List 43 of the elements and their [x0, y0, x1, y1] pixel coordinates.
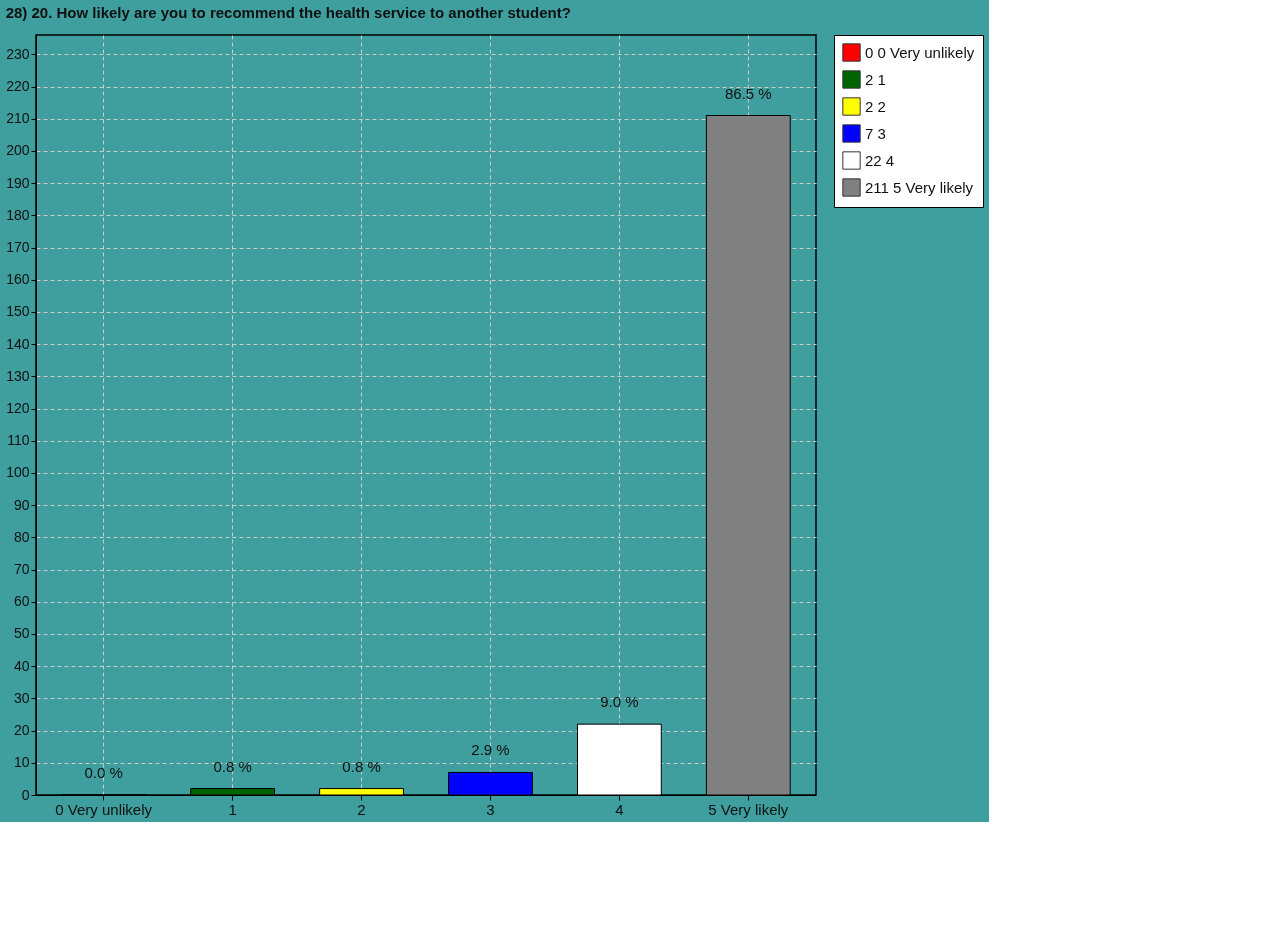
y-tick-label: 230: [6, 45, 30, 62]
legend-label: 22 4: [865, 151, 895, 169]
y-tick-label: 160: [6, 271, 30, 288]
legend-label: 7 3: [865, 124, 886, 142]
annotation: 2.9 %: [471, 741, 510, 759]
y-tick-label: 100: [6, 464, 30, 481]
y-tick-label: 20: [13, 722, 30, 739]
y-tick-label: 180: [6, 206, 30, 223]
x-tick-label: 4: [615, 800, 624, 818]
x-tick-label: 3: [486, 800, 495, 818]
legend-label: 0 0 Very unlikely: [865, 43, 975, 61]
x-tick-label: 1: [228, 800, 237, 818]
y-tick-label: 50: [13, 625, 30, 642]
y-tick-label: 110: [7, 432, 30, 449]
legend-label: 2 1: [865, 70, 886, 88]
y-tick-label: 90: [13, 496, 30, 513]
y-tick-label: 200: [6, 142, 30, 159]
y-tick-label: 80: [13, 528, 30, 545]
y-tick-label: 40: [13, 657, 30, 674]
legend-label: 211 5 Very likely: [865, 178, 974, 196]
y-tick-label: 10: [13, 754, 30, 771]
annotation: 9.0 %: [600, 693, 639, 711]
y-tick-label: 140: [6, 335, 30, 352]
y-tick-label: 0: [21, 786, 30, 803]
y-tick-label: 30: [13, 689, 30, 706]
legend-label: 2 2: [865, 97, 886, 115]
y-tick-label: 220: [6, 78, 30, 95]
y-tick-label: 170: [6, 239, 30, 256]
y-tick-label: 190: [6, 174, 30, 191]
annotation: 86.5 %: [724, 84, 772, 102]
x-tick-label: 0 Very unlikely: [55, 800, 153, 818]
x-tick-label: 2: [357, 800, 366, 818]
annotation: 0.8 %: [342, 757, 381, 775]
annotation: 0.8 %: [213, 757, 252, 775]
annotation: 0.0 %: [84, 764, 123, 781]
y-tick-label: 120: [6, 400, 30, 417]
chart-title: 28) 20. How likely are you to recommend the health service to another student?: [5, 3, 571, 21]
y-tick-label: 210: [6, 110, 30, 127]
x-tick-label: 5 Very likely: [708, 800, 789, 818]
y-tick-label: 150: [6, 303, 30, 320]
y-tick-label: 60: [13, 593, 30, 610]
y-tick-label: 130: [6, 367, 30, 384]
y-tick-label: 70: [13, 561, 30, 578]
